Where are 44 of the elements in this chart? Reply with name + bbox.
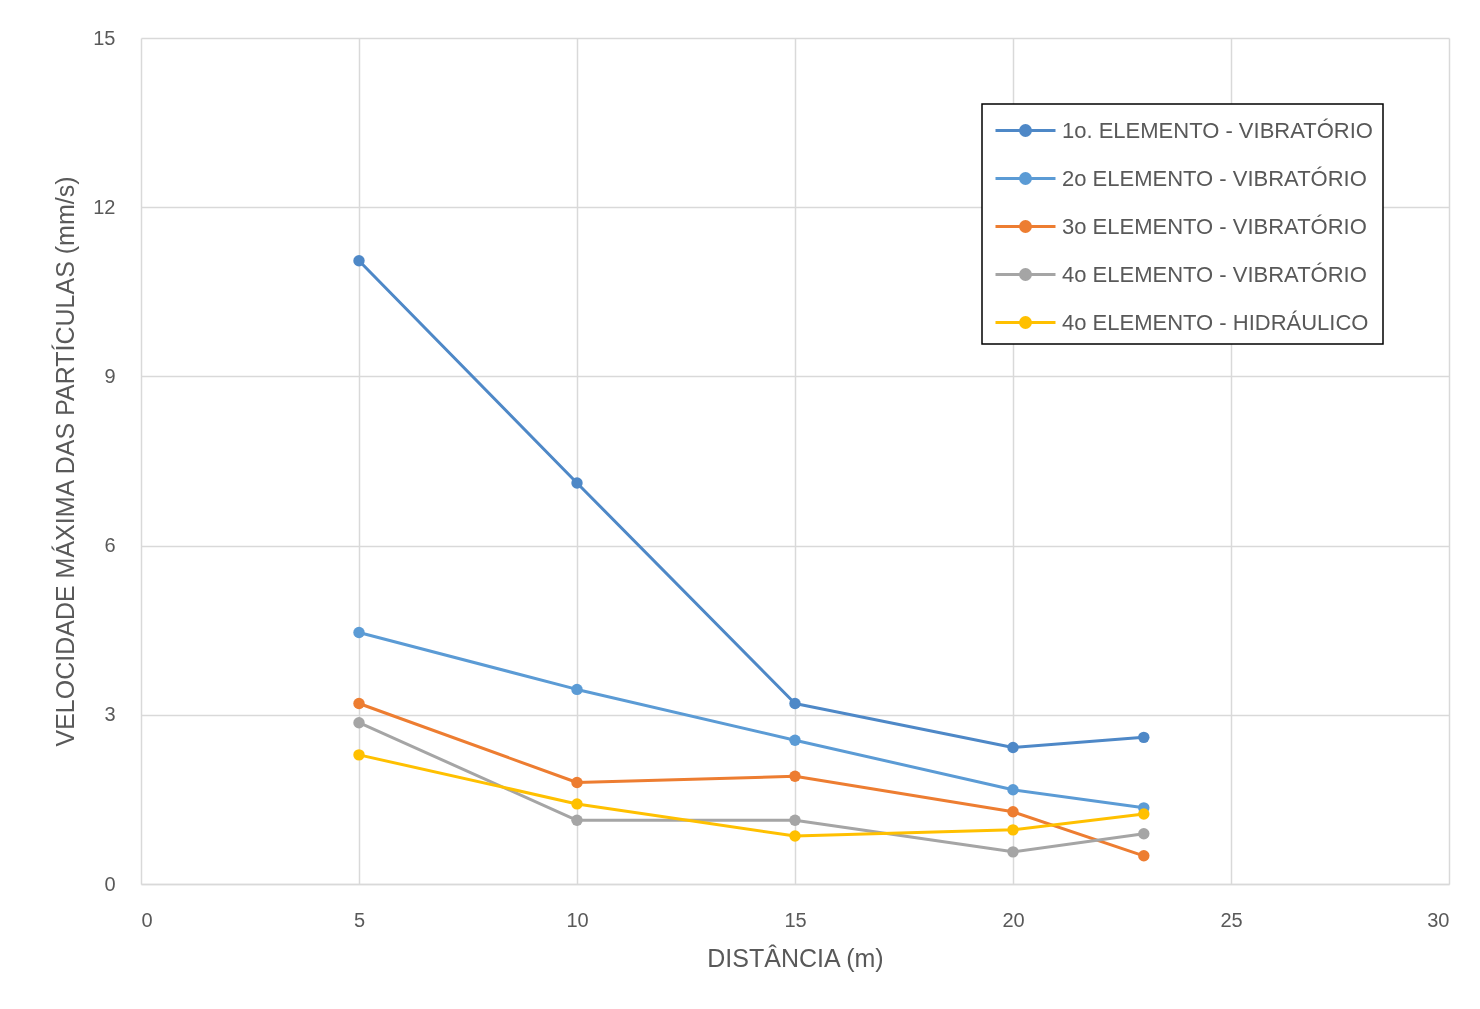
point — [1007, 846, 1019, 858]
y-tick-label: 12 — [93, 195, 116, 218]
x-axis-title: DISTÂNCIA (m) — [707, 943, 884, 972]
point — [1007, 784, 1019, 796]
point — [353, 717, 365, 729]
point — [1007, 806, 1019, 818]
x-tick-label: 20 — [1002, 908, 1025, 931]
x-tick-label: 5 — [353, 908, 366, 931]
legend-label: 4o ELEMENTO - HIDRÁULICO — [1062, 309, 1369, 335]
point — [353, 697, 365, 710]
point — [789, 697, 801, 710]
point — [1138, 850, 1150, 862]
point — [353, 626, 365, 639]
point — [571, 683, 583, 696]
y-tick-label: 6 — [104, 534, 116, 557]
point — [789, 770, 801, 782]
point — [1007, 824, 1019, 836]
point — [789, 830, 801, 842]
point — [353, 749, 365, 761]
point — [789, 734, 801, 746]
y-axis-title: VELOCIDADE MÁXIMA DAS PARTÍCULAS (mm/s) — [51, 176, 80, 747]
point — [1138, 731, 1150, 744]
x-tick-label: 30 — [1427, 908, 1450, 931]
y-tick-label: 15 — [93, 26, 116, 49]
x-tick-label: 25 — [1220, 908, 1243, 931]
y-tick-label: 0 — [104, 872, 116, 895]
y-tick-label: 9 — [104, 364, 116, 387]
point — [571, 477, 583, 489]
legend-label: 4o ELEMENTO - VIBRATÓRIO — [1062, 261, 1367, 287]
point — [571, 814, 583, 826]
point — [1138, 828, 1150, 840]
legend-label: 1o. ELEMENTO - VIBRATÓRIO — [1062, 117, 1373, 143]
point — [571, 798, 583, 810]
x-tick-label: 10 — [566, 908, 589, 931]
x-tick-label: 0 — [141, 908, 153, 931]
point — [789, 814, 801, 826]
legend-label: 2o ELEMENTO - VIBRATÓRIO — [1062, 165, 1367, 191]
point — [1007, 741, 1019, 754]
point — [1138, 808, 1150, 820]
y-tick-label: 3 — [104, 703, 116, 726]
legend-label: 3o ELEMENTO - VIBRATÓRIO — [1062, 213, 1367, 239]
point — [571, 776, 583, 789]
point — [353, 255, 365, 267]
x-tick-label: 15 — [784, 908, 807, 931]
